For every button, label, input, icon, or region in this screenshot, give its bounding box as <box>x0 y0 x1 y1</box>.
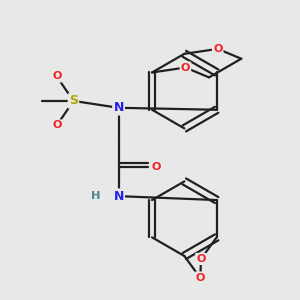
Text: O: O <box>181 63 190 73</box>
Text: O: O <box>213 44 222 54</box>
Text: O: O <box>196 254 206 264</box>
Text: H: H <box>92 191 100 201</box>
Text: S: S <box>69 94 78 107</box>
Text: O: O <box>151 162 160 172</box>
Text: N: N <box>113 101 124 114</box>
Text: N: N <box>113 190 124 202</box>
Text: O: O <box>52 121 62 130</box>
Text: O: O <box>52 71 62 81</box>
Text: O: O <box>195 273 205 283</box>
Text: H: H <box>92 191 100 201</box>
